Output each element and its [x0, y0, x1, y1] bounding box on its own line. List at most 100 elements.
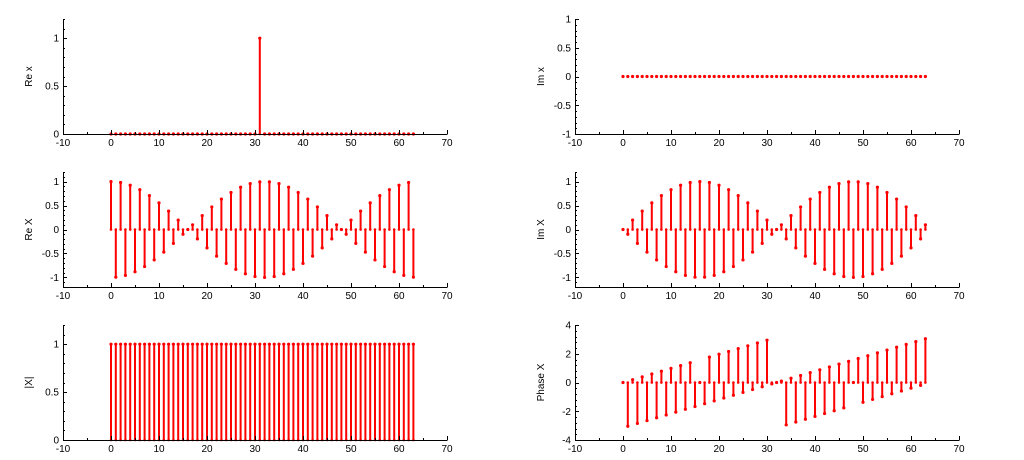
stem-base-marker — [919, 381, 922, 384]
stem-tip-marker — [659, 369, 664, 373]
stem-tip-marker — [186, 227, 190, 232]
stem-tip-marker — [176, 342, 180, 346]
stem-tip-marker — [282, 342, 286, 346]
stem-tip-marker — [359, 209, 363, 213]
stem-tip-marker — [234, 267, 238, 271]
stem-tip-marker — [330, 342, 334, 346]
stem-tip-marker — [741, 258, 745, 262]
stem-tip-marker — [143, 264, 147, 269]
stem-tip-marker — [631, 218, 635, 222]
stem-tip-marker — [157, 201, 161, 205]
stem-base-marker — [823, 381, 826, 384]
stem-base-marker — [808, 228, 812, 231]
stem-base-marker — [650, 228, 654, 231]
stem-tip-marker — [128, 183, 132, 187]
stem-tip-marker — [837, 362, 841, 366]
stem-tip-marker — [693, 275, 697, 279]
stem-tip-marker — [712, 399, 716, 403]
stem-tip-marker — [885, 348, 889, 352]
stem-base-marker — [215, 228, 218, 231]
stem-tip-marker — [219, 342, 223, 346]
stem-tip-marker — [635, 241, 640, 245]
y-tick-label: 0 — [53, 225, 59, 236]
stem-tip-marker — [875, 351, 880, 355]
x-tick-label: 40 — [297, 138, 309, 149]
stem-tip-marker — [751, 74, 755, 79]
stem-tip-marker — [167, 209, 171, 213]
stem-base-marker — [727, 228, 730, 231]
stem-tip-marker — [650, 201, 654, 205]
stem-tip-marker — [171, 342, 175, 346]
stem-tip-marker — [133, 342, 137, 346]
stem-base-marker — [832, 381, 836, 384]
stem-tip-marker — [803, 417, 808, 421]
stem-tip-marker — [378, 342, 382, 346]
stem-tip-marker — [210, 205, 214, 209]
stem-tip-marker — [114, 342, 118, 346]
stem-base-marker — [119, 228, 122, 231]
stem-tip-marker — [373, 258, 377, 262]
stem-base-marker — [703, 228, 706, 231]
stem-tip-marker — [760, 241, 764, 245]
x-tick-label: 50 — [857, 291, 869, 302]
x-tick-label: 50 — [345, 444, 357, 455]
stem-base-marker — [823, 228, 826, 231]
y-axis-label: Phase X — [536, 363, 547, 401]
stem-tip-marker — [368, 342, 372, 346]
stem-tip-marker — [267, 342, 271, 346]
stem-tip-marker — [923, 337, 928, 341]
stem-tip-marker — [827, 74, 832, 79]
stem-base-marker — [871, 381, 874, 384]
stem-base-marker — [645, 228, 649, 231]
stem-tip-marker — [914, 339, 918, 344]
y-axis-label: Im x — [536, 67, 547, 86]
stem-tip-marker — [650, 372, 654, 376]
axes: -10 0 10 20 30 40 50 60 70 -1 -0.5 0 0.5 1 Im X — [536, 172, 965, 302]
stem-base-marker — [828, 381, 831, 384]
stem-tip-marker — [717, 352, 721, 356]
stem-base-marker — [818, 381, 822, 384]
stem-tip-marker — [717, 183, 721, 187]
stem-tip-marker — [402, 273, 406, 277]
stem-tip-marker — [818, 190, 822, 195]
stem-base-marker — [784, 381, 788, 384]
x-tick-label: 10 — [153, 138, 165, 149]
stem-tip-marker — [239, 342, 243, 346]
stem-tip-marker — [664, 74, 668, 79]
stem-tip-marker — [234, 342, 238, 346]
stem-tip-marker — [698, 179, 702, 184]
stem-base-marker — [133, 228, 137, 231]
stem-base-marker — [866, 228, 870, 231]
stem-tip-marker — [138, 188, 142, 192]
stem-tip-marker — [861, 74, 865, 79]
y-tick-label: -1 — [562, 130, 571, 141]
stem-tip-marker — [200, 342, 204, 346]
stem-tip-marker — [871, 272, 875, 276]
stem-tip-marker — [320, 246, 324, 250]
stem-tip-marker — [253, 274, 257, 279]
stem-series — [621, 179, 928, 280]
stem-tip-marker — [626, 232, 630, 236]
y-tick-label: -2 — [562, 407, 571, 418]
stem-tip-marker — [621, 380, 625, 385]
x-tick-label: 70 — [953, 138, 965, 149]
stem-base-marker — [244, 228, 247, 231]
stem-base-marker — [780, 228, 783, 231]
stem-tip-marker — [640, 209, 644, 213]
x-tick-label: -10 — [56, 291, 71, 302]
stem-base-marker — [876, 381, 879, 384]
stem-tip-marker — [693, 74, 697, 79]
stem-tip-marker — [339, 342, 343, 346]
stem-tip-marker — [621, 227, 625, 232]
stem-base-marker — [890, 381, 894, 384]
stem-base-marker — [402, 228, 406, 231]
x-tick-label: 20 — [713, 291, 725, 302]
stem-base-marker — [794, 381, 798, 384]
stem-tip-marker — [349, 342, 353, 346]
stem-tip-marker — [770, 382, 774, 386]
stem-tip-marker — [407, 180, 411, 185]
stem-base-marker — [852, 228, 855, 231]
stem-base-marker — [924, 381, 927, 384]
